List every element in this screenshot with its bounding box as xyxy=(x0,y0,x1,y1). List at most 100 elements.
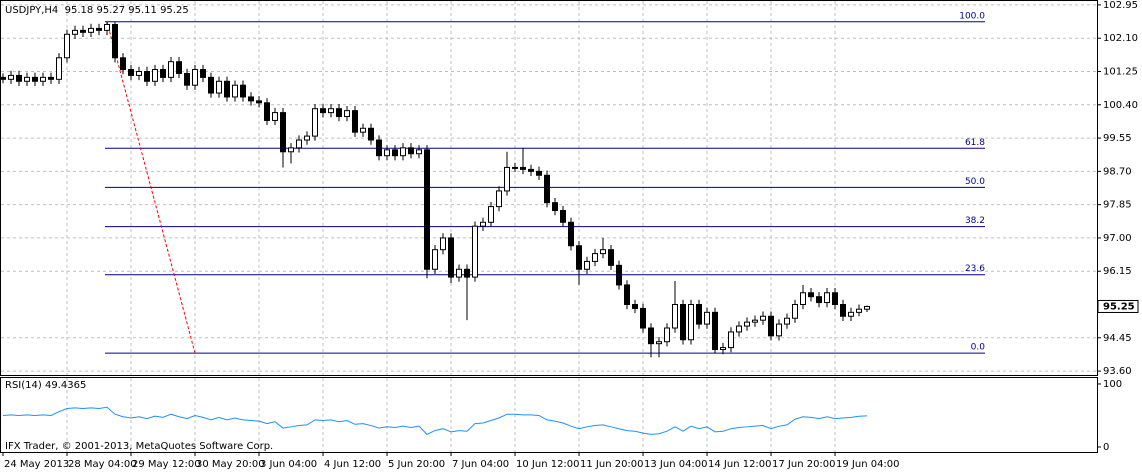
candle-body xyxy=(240,84,246,98)
candle-body xyxy=(464,268,470,278)
candle-body xyxy=(552,202,558,212)
candle-body xyxy=(128,69,134,76)
y-tick-label: 97.85 xyxy=(1103,200,1132,211)
candle-body xyxy=(648,327,654,345)
fib-label: 0.0 xyxy=(971,343,986,353)
candle-body xyxy=(88,27,94,33)
x-tick-label: 5 Jun 20:00 xyxy=(388,459,445,470)
candle-body xyxy=(432,249,438,270)
y-tick-label: 101.25 xyxy=(1103,66,1138,77)
y-tick-label: 102.95 xyxy=(1103,0,1138,11)
candle-body xyxy=(560,210,566,223)
x-tick-label: 4 Jun 12:00 xyxy=(324,459,381,470)
rsi-tick-label: 0 xyxy=(1103,442,1109,453)
candle-body xyxy=(344,110,350,118)
candle-body xyxy=(368,127,374,141)
candle-body xyxy=(760,315,766,321)
candle-body xyxy=(176,61,182,74)
candle-body xyxy=(72,29,78,35)
y-tick-label: 99.55 xyxy=(1103,133,1132,144)
candle-body xyxy=(728,331,734,349)
candle-body xyxy=(352,110,358,133)
footer: IFX Trader, © 2001-2013, MetaQuotes Soft… xyxy=(5,441,273,452)
candle-body xyxy=(416,149,422,155)
candle-body xyxy=(656,341,662,345)
x-tick-label: 11 Jun 20:00 xyxy=(580,459,644,470)
candle-body xyxy=(800,292,806,306)
candle-body xyxy=(328,108,334,114)
x-tick-label: 28 May 04:00 xyxy=(68,459,137,470)
candle-body xyxy=(8,74,14,80)
candle-body xyxy=(520,166,526,170)
candle-body xyxy=(768,315,774,337)
fib-label: 100.0 xyxy=(959,11,985,21)
rsi-tick-label: 100 xyxy=(1103,379,1122,390)
candle-body xyxy=(544,174,550,204)
y-tick-label: 100.40 xyxy=(1103,100,1138,111)
y-tick-label: 97.00 xyxy=(1103,233,1132,244)
candle-body xyxy=(832,292,838,306)
candle-body xyxy=(840,304,846,317)
rsi-title: RSI(14) 49.4365 xyxy=(5,380,86,391)
candle-body xyxy=(856,308,862,313)
x-tick-label: 3 Jun 04:00 xyxy=(260,459,317,470)
y-tick-label: 93.60 xyxy=(1103,366,1132,377)
x-tick-label: 17 Jun 20:00 xyxy=(772,459,836,470)
candle-body xyxy=(584,260,590,270)
candle-body xyxy=(296,139,302,149)
candle-body xyxy=(56,57,62,80)
candle-body xyxy=(592,253,598,262)
candle-body xyxy=(384,149,390,157)
candle-body xyxy=(0,76,6,80)
candle-body xyxy=(264,102,270,121)
candle-body xyxy=(752,319,758,323)
x-tick-label: 7 Jun 04:00 xyxy=(452,459,509,470)
candle-body xyxy=(360,127,366,133)
candle-body xyxy=(288,147,294,153)
candle-body xyxy=(616,264,622,286)
candle-body xyxy=(256,100,262,104)
candle-body xyxy=(744,321,750,327)
candle-body xyxy=(32,76,38,82)
candle-body xyxy=(808,292,814,298)
x-tick-label: 24 May 2013 xyxy=(4,459,69,470)
y-tick-label: 98.70 xyxy=(1103,166,1132,177)
candle-body xyxy=(864,305,870,310)
candle-body xyxy=(632,304,638,309)
candle-body xyxy=(192,69,198,86)
x-tick-label: 13 Jun 04:00 xyxy=(644,459,708,470)
candle-body xyxy=(48,76,54,80)
current-price-box xyxy=(1097,299,1139,313)
candle-body xyxy=(720,347,726,351)
x-tick-label: 14 Jun 12:00 xyxy=(708,459,772,470)
candle-body xyxy=(736,325,742,333)
x-tick-label: 29 May 12:00 xyxy=(132,459,201,470)
candle-body xyxy=(96,27,102,31)
candle-body xyxy=(664,327,670,343)
x-tick-label: 30 May 20:00 xyxy=(196,459,265,470)
candle-body xyxy=(224,80,230,98)
y-tick-label: 96.15 xyxy=(1103,266,1132,277)
rsi-line xyxy=(2,406,868,435)
trend-line xyxy=(106,21,196,354)
candle-body xyxy=(24,76,30,82)
rsi-panel xyxy=(0,377,1098,453)
candle-body xyxy=(704,311,710,325)
candle-body xyxy=(168,61,174,78)
candle-body xyxy=(784,317,790,325)
current-price: 95.25 xyxy=(1103,301,1135,312)
candle-body xyxy=(696,304,702,325)
candle-body xyxy=(504,166,510,192)
candle-body xyxy=(64,33,70,59)
candle-body xyxy=(320,108,326,114)
candle-body xyxy=(512,166,518,169)
candle-body xyxy=(712,311,718,351)
fib-label: 61.8 xyxy=(965,138,985,148)
candle-body xyxy=(304,135,310,141)
candle-body xyxy=(112,23,118,59)
candle-body xyxy=(392,149,398,157)
y-tick-label: 94.45 xyxy=(1103,333,1132,344)
candle-body xyxy=(80,29,86,33)
candle-body xyxy=(376,139,382,157)
candle-body xyxy=(528,168,534,172)
